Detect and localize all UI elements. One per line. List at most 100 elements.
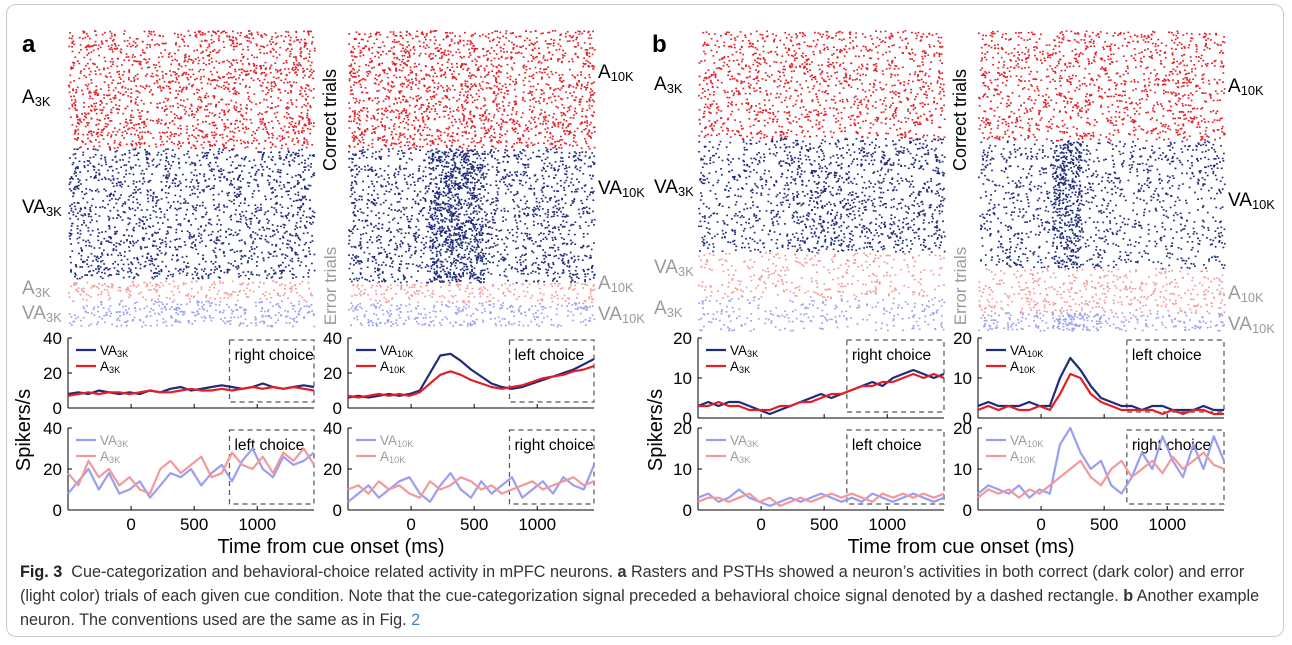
raster-spike [148, 32, 151, 35]
raster-spike [113, 34, 116, 37]
raster-spike [230, 122, 233, 125]
raster-spike [90, 204, 93, 207]
raster-spike [95, 220, 98, 223]
raster-spike [591, 99, 594, 101]
raster-spike [539, 68, 542, 70]
raster-spike [190, 287, 193, 290]
raster-spike [451, 135, 454, 138]
raster-spike [230, 200, 233, 203]
raster-spike [212, 30, 215, 32]
raster-spike [93, 108, 96, 110]
raster-spike [243, 158, 246, 161]
raster-spike [169, 308, 171, 310]
raster-spike [278, 184, 281, 187]
raster-spike [416, 99, 418, 101]
raster-spike [241, 170, 243, 173]
raster-spike [378, 101, 380, 103]
raster-spike [237, 177, 239, 180]
raster-spike [177, 184, 180, 186]
raster-spike [88, 213, 91, 215]
raster-spike [277, 97, 280, 99]
raster-spike [230, 233, 232, 235]
raster-spike [110, 165, 113, 168]
raster-spike [287, 264, 290, 267]
raster-spike [382, 136, 384, 138]
raster-spike [531, 91, 534, 93]
raster-spike [144, 324, 147, 327]
raster-spike [104, 31, 106, 34]
raster-spike [97, 94, 100, 96]
raster-spike [581, 95, 584, 98]
raster-spike [68, 84, 70, 87]
raster-spike [299, 220, 302, 223]
raster-spike [183, 56, 186, 59]
raster-spike [152, 198, 154, 200]
raster-spike [241, 123, 244, 126]
raster-spike [205, 40, 208, 42]
raster-spike [451, 32, 454, 34]
raster-spike [190, 224, 193, 226]
raster-spike [202, 320, 205, 322]
raster-spike [279, 69, 281, 72]
raster-spike [297, 139, 300, 142]
raster-spike [300, 50, 303, 53]
raster-spike [140, 209, 143, 211]
raster-spike [154, 312, 156, 315]
raster-spike [279, 203, 282, 206]
raster-spike [69, 74, 72, 77]
raster-spike [547, 66, 550, 68]
raster-spike [261, 307, 263, 310]
raster-spike [358, 80, 361, 82]
raster-spike [248, 62, 250, 65]
raster-spike [136, 207, 139, 209]
raster-spike [355, 82, 358, 84]
raster-spike [581, 110, 584, 112]
raster-spike [549, 86, 552, 89]
raster-spike [229, 156, 232, 158]
raster-spike [369, 32, 372, 35]
raster-spike [147, 190, 150, 193]
raster-spike [126, 39, 129, 42]
raster-spike [381, 79, 383, 82]
raster-spike [304, 166, 307, 168]
raster-spike [291, 67, 294, 69]
raster-spike [399, 43, 402, 45]
raster-spike [281, 283, 283, 285]
raster-spike [185, 71, 188, 74]
raster-spike [470, 41, 472, 43]
raster-spike [207, 234, 210, 236]
raster-spike [418, 80, 421, 82]
raster-spike [224, 322, 226, 325]
raster-spike [230, 309, 233, 311]
raster-spike [353, 115, 356, 118]
raster-spike [167, 161, 170, 163]
raster-spike [82, 197, 85, 200]
raster-spike [285, 143, 287, 145]
raster-spike [292, 277, 294, 279]
raster-spike [280, 188, 283, 190]
raster-spike [553, 39, 556, 41]
raster-spike [362, 99, 365, 102]
raster-spike [242, 289, 245, 292]
raster-spike [108, 199, 111, 202]
raster-spike [587, 37, 590, 39]
raster-spike [253, 214, 256, 217]
raster-spike [121, 299, 124, 302]
raster-spike [160, 311, 163, 313]
raster-spike [130, 114, 132, 117]
raster-spike [291, 273, 294, 276]
raster-spike [257, 33, 260, 36]
raster-spike [390, 47, 393, 49]
raster-spike [522, 45, 524, 47]
raster-spike [138, 292, 141, 295]
raster-spike [266, 44, 269, 47]
raster-spike [219, 229, 222, 231]
raster-spike [212, 263, 215, 265]
raster-spike [271, 170, 274, 173]
raster-spike [401, 82, 404, 85]
raster-spike [565, 120, 568, 122]
raster-spike [73, 283, 75, 286]
raster-spike [76, 138, 79, 140]
raster-spike [223, 111, 226, 113]
raster-spike [128, 69, 131, 71]
